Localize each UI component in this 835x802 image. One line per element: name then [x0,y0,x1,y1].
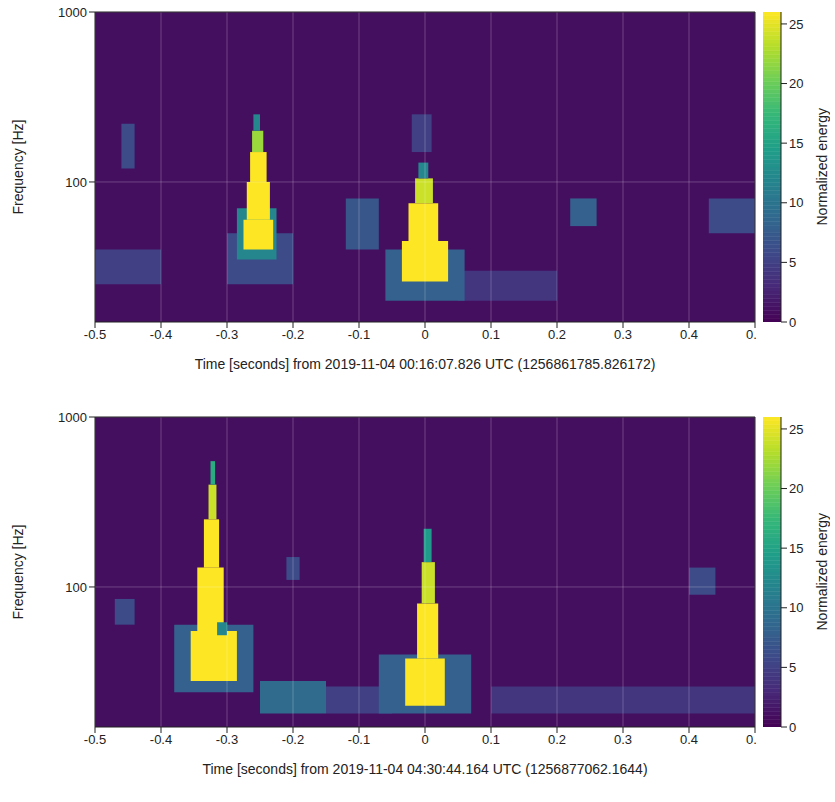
html-text:Normalized energy: Normalized energy [814,513,830,631]
svg-text:0.1: 0.1 [482,732,500,747]
svg-text:0.5: 0.5 [746,327,757,342]
svg-text:-0.4: -0.4 [150,327,172,342]
svg-text:0.3: 0.3 [614,732,632,747]
svg-text:-0.5: -0.5 [84,732,106,747]
svg-text:-0.4: -0.4 [150,732,172,747]
svg-text:0.3: 0.3 [614,327,632,342]
svg-text:0.2: 0.2 [548,327,566,342]
svg-text:Time [seconds] from 2019-11-04: Time [seconds] from 2019-11-04 04:30:44.… [202,761,647,777]
svg-text:25: 25 [789,422,803,437]
svg-text:-0.5: -0.5 [84,327,106,342]
svg-text:0.2: 0.2 [548,732,566,747]
svg-text:1000: 1000 [58,5,87,20]
svg-text:Frequency [Hz]: Frequency [Hz] [10,120,26,215]
svg-text:10: 10 [789,195,803,210]
svg-text:15: 15 [789,136,803,151]
svg-text:-0.1: -0.1 [348,732,370,747]
svg-text:-0.1: -0.1 [348,327,370,342]
svg-text:0.4: 0.4 [680,732,698,747]
html-text:Normalized energy: Normalized energy [814,108,830,226]
svg-text:5: 5 [789,255,796,270]
svg-text:20: 20 [789,481,803,496]
svg-text:15: 15 [789,541,803,556]
svg-text:1000: 1000 [58,410,87,425]
svg-text:0: 0 [789,720,796,735]
svg-text:25: 25 [789,17,803,32]
svg-text:0.1: 0.1 [482,327,500,342]
svg-text:-0.3: -0.3 [216,327,238,342]
svg-text:-0.2: -0.2 [282,327,304,342]
svg-text:-0.3: -0.3 [216,732,238,747]
svg-text:20: 20 [789,76,803,91]
svg-text:Time [seconds] from 2019-11-04: Time [seconds] from 2019-11-04 00:16:07.… [195,356,656,372]
svg-text:0.4: 0.4 [680,327,698,342]
svg-text:10: 10 [789,600,803,615]
svg-text:Frequency [Hz]: Frequency [Hz] [10,525,26,620]
svg-text:100: 100 [65,580,87,595]
svg-text:5: 5 [789,660,796,675]
svg-text:-0.2: -0.2 [282,732,304,747]
svg-text:0: 0 [789,315,796,330]
svg-text:0.5: 0.5 [746,732,757,747]
svg-text:0: 0 [421,327,428,342]
svg-text:100: 100 [65,175,87,190]
svg-text:0: 0 [421,732,428,747]
